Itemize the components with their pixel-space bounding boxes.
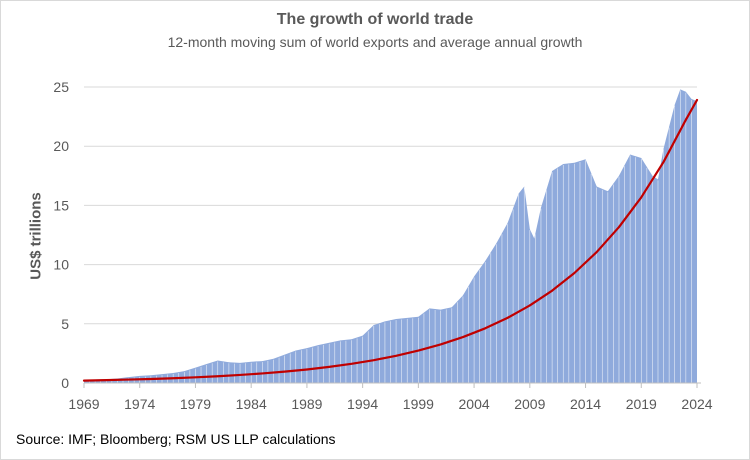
x-tick-label: 2019 xyxy=(626,396,657,412)
x-tick-label: 1984 xyxy=(236,396,267,412)
axes xyxy=(83,382,701,388)
x-tick-labels: 1969 1974 1979 1984 1989 1994 1999 2004 2009 2014… xyxy=(68,396,712,412)
x-tick-label: 2014 xyxy=(570,396,601,412)
x-tick-label: 2009 xyxy=(514,396,545,412)
x-tick-label: 2004 xyxy=(459,396,490,412)
y-tick-label: 5 xyxy=(61,316,69,332)
y-tick-label: 0 xyxy=(61,375,69,391)
area-series xyxy=(84,89,697,384)
y-tick-label: 25 xyxy=(53,79,69,95)
trend-line-series xyxy=(82,98,699,382)
area-series-layer xyxy=(84,89,697,384)
x-tick-label: 1969 xyxy=(68,396,99,412)
chart-title: The growth of world trade xyxy=(276,11,474,28)
area-bands xyxy=(89,90,692,383)
chart-subtitle: 12-month moving sum of world exports and… xyxy=(167,34,583,50)
x-tick-label: 2024 xyxy=(681,396,712,412)
x-tick-label: 1974 xyxy=(124,396,155,412)
y-tick-labels: 0 5 10 15 20 25 xyxy=(53,79,69,391)
x-tick-label: 1979 xyxy=(180,396,211,412)
line-series-layer xyxy=(82,98,699,382)
x-tick-label: 1999 xyxy=(403,396,434,412)
y-tick-label: 20 xyxy=(53,138,69,154)
source-note: Source: IMF; Bloomberg; RSM US LLP calcu… xyxy=(16,431,336,447)
y-tick-label: 15 xyxy=(53,197,69,213)
x-tick-label: 1989 xyxy=(291,396,322,412)
x-tick-label: 1994 xyxy=(347,396,378,412)
y-tick-label: 10 xyxy=(53,257,69,273)
